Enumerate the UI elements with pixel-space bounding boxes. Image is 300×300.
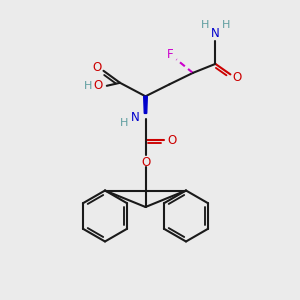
Text: O: O (94, 79, 103, 92)
Text: O: O (168, 134, 177, 147)
Polygon shape (144, 96, 147, 113)
Text: O: O (232, 71, 242, 84)
Text: H: H (201, 20, 209, 30)
Text: F: F (167, 47, 173, 61)
Text: N: N (211, 26, 220, 40)
Text: H: H (120, 118, 129, 128)
Text: N: N (130, 111, 140, 124)
Text: H: H (222, 20, 230, 30)
Text: O: O (93, 61, 102, 74)
Text: H: H (83, 81, 92, 91)
Text: O: O (141, 155, 150, 169)
